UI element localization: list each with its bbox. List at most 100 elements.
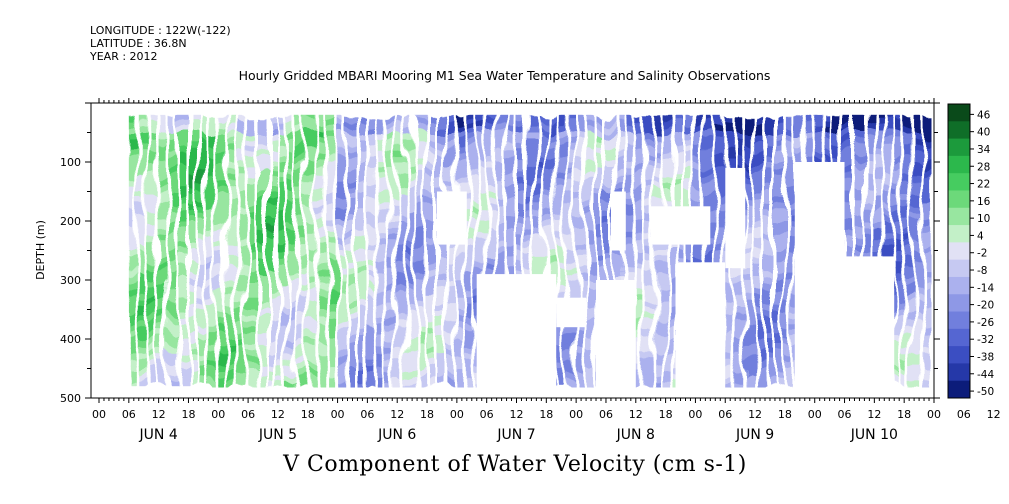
heatmap-cell — [775, 162, 782, 169]
heatmap-cell — [775, 256, 782, 264]
heatmap-cell — [695, 185, 703, 193]
heatmap-cell — [814, 144, 822, 152]
heatmap-cell — [466, 374, 474, 382]
heatmap-cell — [208, 162, 216, 169]
heatmap-cell — [307, 280, 315, 287]
heatmap-cell — [784, 156, 792, 164]
heatmap-cell — [327, 244, 335, 252]
heatmap-cell — [566, 215, 574, 223]
heatmap-cell — [218, 339, 226, 346]
heatmap-cell — [586, 238, 594, 246]
heatmap-cell — [904, 280, 912, 287]
heatmap-cell — [397, 221, 405, 228]
heatmap-cell — [168, 256, 176, 264]
heatmap-cell — [506, 156, 514, 164]
heatmap-cell — [496, 167, 504, 175]
heatmap-cell — [158, 167, 166, 175]
heatmap-cell — [874, 221, 882, 228]
heatmap-cell — [317, 209, 325, 217]
heatmap-cell — [486, 126, 494, 134]
heatmap-cell — [536, 114, 544, 122]
heatmap-cell — [138, 162, 146, 169]
heatmap-cell — [655, 297, 663, 305]
heatmap-cell — [188, 114, 196, 122]
heatmap-cell — [466, 285, 474, 293]
heatmap-cell — [904, 114, 912, 122]
heatmap-cell — [407, 185, 415, 193]
heatmap-cell — [138, 132, 146, 140]
heatmap-cell — [218, 226, 226, 234]
heatmap-cell — [268, 280, 275, 287]
heatmap-cell — [864, 185, 872, 193]
heatmap-cell — [904, 327, 912, 335]
heatmap-cell — [725, 120, 733, 128]
heatmap-cell — [794, 120, 802, 128]
heatmap-cell — [337, 250, 345, 258]
heatmap-cell — [377, 179, 385, 187]
heatmap-cell — [446, 244, 454, 252]
heatmap-cell — [427, 156, 434, 164]
heatmap-cell — [148, 120, 156, 128]
heatmap-cell — [486, 114, 494, 122]
heatmap-cell — [566, 114, 574, 122]
heatmap-cell — [268, 380, 275, 388]
heatmap-cell — [367, 226, 375, 234]
heatmap-cell — [606, 221, 613, 228]
heatmap-cell — [327, 262, 335, 270]
colorbar-label: 40 — [977, 127, 990, 139]
heatmap-cell — [218, 179, 226, 187]
heatmap-cell — [526, 185, 534, 193]
heatmap-cell — [486, 132, 494, 140]
heatmap-cell — [427, 321, 434, 329]
heatmap-cell — [745, 226, 753, 234]
heatmap-cell — [377, 250, 385, 258]
heatmap-cell — [387, 333, 395, 341]
heatmap-cell — [566, 333, 574, 341]
heatmap-cell — [178, 162, 186, 169]
heatmap-cell — [466, 144, 474, 152]
heatmap-cell — [417, 280, 425, 287]
heatmap-cell — [586, 362, 594, 370]
heatmap-cell — [755, 350, 763, 358]
heatmap-cell — [775, 303, 782, 311]
heatmap-cell — [914, 156, 922, 164]
heatmap-cell — [675, 132, 683, 140]
heatmap-cell — [337, 215, 345, 223]
heatmap-cell — [486, 156, 494, 164]
heatmap-cell — [248, 327, 256, 335]
heatmap-cell — [427, 309, 434, 317]
heatmap-cell — [317, 339, 325, 346]
heatmap-cell — [824, 126, 832, 134]
heatmap-cell — [268, 374, 275, 382]
heatmap-cell — [158, 191, 166, 199]
heatmap-cell — [417, 126, 425, 134]
heatmap-cell — [625, 150, 633, 158]
heatmap-cell — [884, 226, 892, 234]
heatmap-cell — [556, 209, 564, 217]
heatmap-cell — [586, 215, 594, 223]
heatmap-cell — [715, 138, 723, 146]
heatmap-cell — [466, 309, 474, 317]
heatmap-cell — [307, 221, 315, 228]
heatmap-cell — [765, 209, 772, 217]
heatmap-cell — [268, 350, 275, 358]
heatmap-cell — [606, 203, 613, 211]
heatmap-cell — [745, 203, 753, 211]
heatmap-cell — [854, 150, 862, 158]
x-hour-tick-label: 18 — [420, 408, 434, 421]
heatmap-cell — [387, 285, 395, 293]
heatmap-cell — [884, 138, 892, 146]
heatmap-cell — [297, 291, 305, 299]
heatmap-cell — [625, 167, 633, 175]
heatmap-cell — [745, 114, 753, 122]
heatmap-cell — [596, 185, 603, 193]
heatmap-cell — [327, 362, 335, 370]
heatmap-cell — [645, 274, 653, 282]
heatmap-cell — [218, 120, 226, 128]
heatmap-cell — [158, 380, 166, 388]
heatmap-cell — [655, 197, 663, 205]
heatmap-cell — [367, 280, 375, 287]
heatmap-cell — [198, 315, 206, 323]
heatmap-cell — [168, 368, 176, 376]
heatmap-cell — [596, 167, 603, 175]
